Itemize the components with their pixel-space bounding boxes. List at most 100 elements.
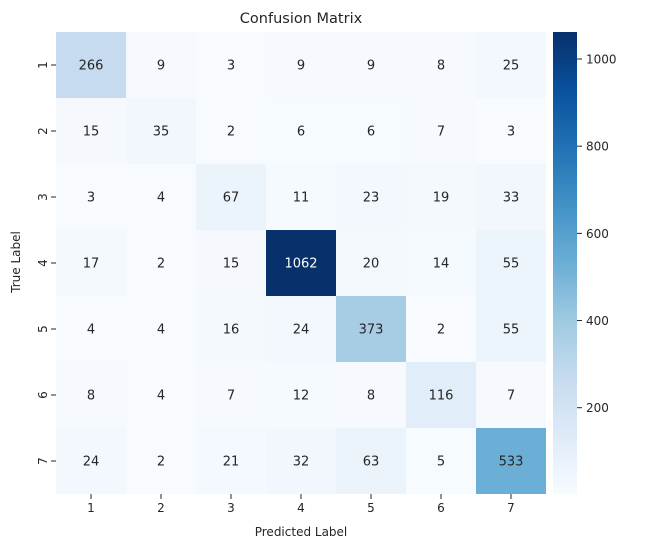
- heatmap-cell: [266, 164, 336, 230]
- x-tick-label: 3: [227, 501, 235, 515]
- cell-value-label: 16: [223, 323, 240, 338]
- heatmap-cell: [56, 98, 126, 164]
- cell-value-label: 533: [499, 455, 524, 470]
- heatmap-cell: [336, 428, 406, 494]
- heatmap-cell: [476, 362, 546, 428]
- cell-value-label: 9: [297, 59, 305, 74]
- heatmap-cell: [406, 98, 476, 164]
- y-axis-label: True Label: [9, 231, 23, 294]
- heatmap-cell: [266, 296, 336, 362]
- heatmap-cell: [336, 32, 406, 98]
- heatmap-cell: [56, 32, 126, 98]
- heatmap-cell: [196, 296, 266, 362]
- x-tick-label: 5: [367, 501, 375, 515]
- y-tick-label: 5: [36, 325, 50, 333]
- cell-value-label: 55: [503, 323, 520, 338]
- cell-value-label: 8: [367, 389, 375, 404]
- cell-value-label: 2: [157, 257, 165, 272]
- cell-value-label: 7: [507, 389, 515, 404]
- cell-value-label: 373: [359, 323, 384, 338]
- heatmap-cell: [196, 428, 266, 494]
- cell-value-label: 6: [297, 125, 305, 140]
- cell-value-label: 4: [157, 191, 165, 206]
- heatmap-cell: [476, 296, 546, 362]
- heatmap-cell: [196, 164, 266, 230]
- heatmap-cell: [266, 98, 336, 164]
- heatmap-cell: [336, 362, 406, 428]
- cell-value-label: 17: [83, 257, 100, 272]
- cell-value-label: 35: [153, 125, 170, 140]
- cell-value-label: 4: [157, 323, 165, 338]
- cell-value-label: 2: [437, 323, 445, 338]
- cell-value-label: 15: [223, 257, 240, 272]
- cell-value-label: 9: [367, 59, 375, 74]
- cell-value-label: 21: [223, 455, 240, 470]
- cell-value-label: 23: [363, 191, 380, 206]
- heatmap-cell: [196, 362, 266, 428]
- cell-value-label: 8: [87, 389, 95, 404]
- heatmap-cell: [56, 296, 126, 362]
- cell-value-label: 67: [223, 191, 240, 206]
- y-tick-label: 4: [36, 259, 50, 267]
- cell-value-label: 1062: [284, 257, 317, 272]
- cell-value-label: 116: [429, 389, 454, 404]
- heatmap-cell: [126, 164, 196, 230]
- heatmap-cell: [406, 32, 476, 98]
- heatmap-cell: [126, 296, 196, 362]
- heatmap-cell: [56, 230, 126, 296]
- y-axis-ticks: 1 2 3 4 5 6 7: [36, 61, 56, 465]
- cell-value-label: 3: [507, 125, 515, 140]
- heatmap-cell: [126, 362, 196, 428]
- cell-value-label: 2: [227, 125, 235, 140]
- heatmap-cell: [476, 230, 546, 296]
- heatmap-cell: [196, 98, 266, 164]
- heatmap-cell: [266, 230, 336, 296]
- heatmap-cell: [476, 98, 546, 164]
- y-tick-label: 6: [36, 391, 50, 399]
- heatmap-cell: [406, 230, 476, 296]
- cell-value-label: 55: [503, 257, 520, 272]
- heatmap-cell: [56, 428, 126, 494]
- colorbar-tick-label: 200: [586, 401, 609, 415]
- cell-value-label: 9: [157, 59, 165, 74]
- cell-value-label: 12: [293, 389, 310, 404]
- heatmap-cell: [406, 296, 476, 362]
- cell-value-label: 32: [293, 455, 310, 470]
- cell-value-label: 11: [293, 191, 310, 206]
- heatmap-cell: [406, 362, 476, 428]
- cell-value-label: 5: [437, 455, 445, 470]
- y-tick-label: 2: [36, 127, 50, 135]
- colorbar-tick-label: 800: [586, 140, 609, 154]
- x-tick-label: 1: [87, 501, 95, 515]
- cell-value-label: 8: [437, 59, 445, 74]
- x-tick-label: 7: [507, 501, 515, 515]
- cell-value-label: 14: [433, 257, 450, 272]
- heatmap-cell: [476, 428, 546, 494]
- heatmap-cell: [266, 32, 336, 98]
- x-tick-label: 4: [297, 501, 305, 515]
- colorbar-tick-label: 1000: [586, 53, 617, 67]
- colorbar-tick-label: 400: [586, 314, 609, 328]
- chart-title: Confusion Matrix: [240, 11, 363, 27]
- cell-value-label: 4: [157, 389, 165, 404]
- cell-value-label: 63: [363, 455, 380, 470]
- x-axis-label: Predicted Label: [255, 525, 348, 539]
- y-tick-label: 1: [36, 61, 50, 69]
- heatmap-cell: [56, 164, 126, 230]
- heatmap-cell: [196, 230, 266, 296]
- cell-value-label: 33: [503, 191, 520, 206]
- cell-value-label: 24: [83, 455, 100, 470]
- cell-value-label: 266: [79, 59, 104, 74]
- cell-value-label: 7: [437, 125, 445, 140]
- heatmap-cell: [56, 362, 126, 428]
- cell-value-label: 19: [433, 191, 450, 206]
- cell-value-label: 25: [503, 59, 520, 74]
- cell-value-label: 6: [367, 125, 375, 140]
- heatmap-cell: [126, 230, 196, 296]
- y-tick-label: 3: [36, 193, 50, 201]
- heatmap-cell: [336, 230, 406, 296]
- cell-value-label: 15: [83, 125, 100, 140]
- y-tick-label: 7: [36, 457, 50, 465]
